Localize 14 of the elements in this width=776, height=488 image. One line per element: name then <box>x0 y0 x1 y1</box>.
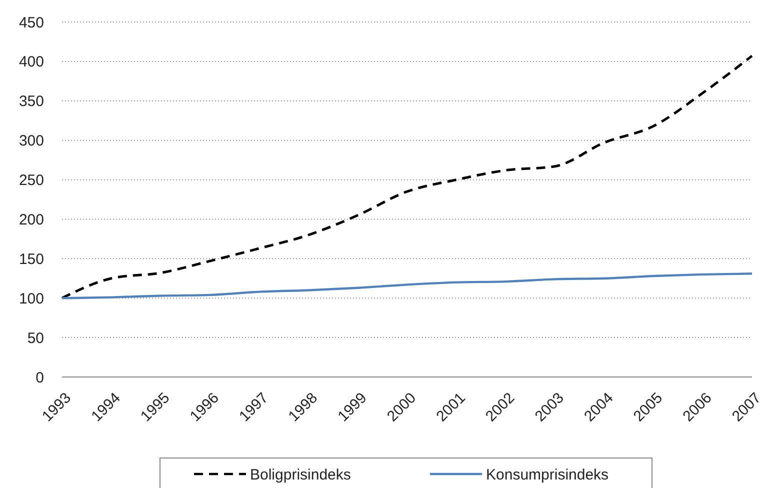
y-tick-label: 400 <box>18 54 44 71</box>
y-tick-label: 200 <box>18 211 44 228</box>
y-tick-label: 450 <box>18 14 44 32</box>
line-series <box>60 272 754 300</box>
y-tick-label: 350 <box>18 93 44 110</box>
legend-label: Boligprisindeks <box>250 466 351 484</box>
y-tick-label: 300 <box>18 132 44 150</box>
y-tick-label: 250 <box>18 172 44 190</box>
y-tick-label: 150 <box>18 250 44 268</box>
legend-label: Konsumprisindeks <box>486 466 609 484</box>
y-tick-label: 0 <box>36 369 44 386</box>
y-tick-label: 100 <box>18 290 44 308</box>
y-tick-label: 50 <box>27 330 44 347</box>
line-series <box>60 54 754 300</box>
